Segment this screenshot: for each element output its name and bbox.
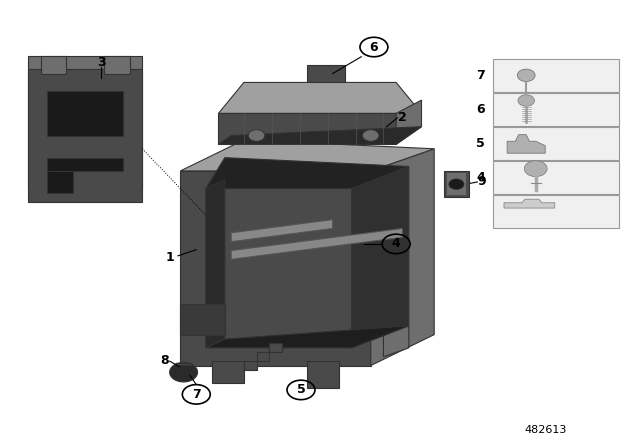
Polygon shape [212,361,244,383]
Text: 4: 4 [392,237,401,250]
Text: 4: 4 [476,171,485,184]
Text: 482613: 482613 [524,426,566,435]
Text: 5: 5 [296,383,305,396]
Text: 9: 9 [477,176,486,189]
FancyBboxPatch shape [493,195,620,228]
Circle shape [518,95,534,106]
Polygon shape [28,69,142,202]
Polygon shape [444,171,469,198]
FancyBboxPatch shape [493,161,620,194]
Text: 6: 6 [370,40,378,53]
Polygon shape [396,100,422,144]
Text: 3: 3 [97,56,106,69]
Polygon shape [47,91,124,135]
Polygon shape [41,56,66,73]
Circle shape [524,161,547,177]
Polygon shape [47,171,72,193]
Polygon shape [47,158,124,171]
Polygon shape [206,326,409,348]
Polygon shape [174,363,193,366]
Circle shape [449,179,464,190]
Text: 7: 7 [476,69,485,82]
Text: 2: 2 [398,111,407,124]
Polygon shape [231,220,333,242]
Polygon shape [383,326,409,357]
Polygon shape [447,173,466,195]
Polygon shape [218,113,396,144]
Polygon shape [206,158,409,189]
FancyBboxPatch shape [493,59,620,92]
Polygon shape [307,361,339,388]
Circle shape [517,69,535,82]
Text: 5: 5 [476,137,485,150]
Polygon shape [307,65,346,82]
Polygon shape [218,82,422,113]
Polygon shape [244,344,282,370]
Text: 8: 8 [160,354,169,367]
Polygon shape [231,228,403,259]
FancyBboxPatch shape [493,127,620,160]
Polygon shape [504,199,555,208]
Polygon shape [104,56,130,73]
Polygon shape [180,140,434,171]
Circle shape [170,362,198,382]
FancyBboxPatch shape [493,93,620,126]
Polygon shape [218,127,422,144]
Text: 7: 7 [192,388,201,401]
Text: 6: 6 [476,103,485,116]
Polygon shape [180,304,225,335]
Polygon shape [28,56,142,189]
Polygon shape [180,171,371,366]
Polygon shape [371,149,434,366]
Polygon shape [507,135,545,153]
Circle shape [362,130,379,141]
Polygon shape [352,167,409,348]
Polygon shape [206,180,225,348]
Circle shape [248,130,265,141]
Text: 1: 1 [165,251,174,264]
